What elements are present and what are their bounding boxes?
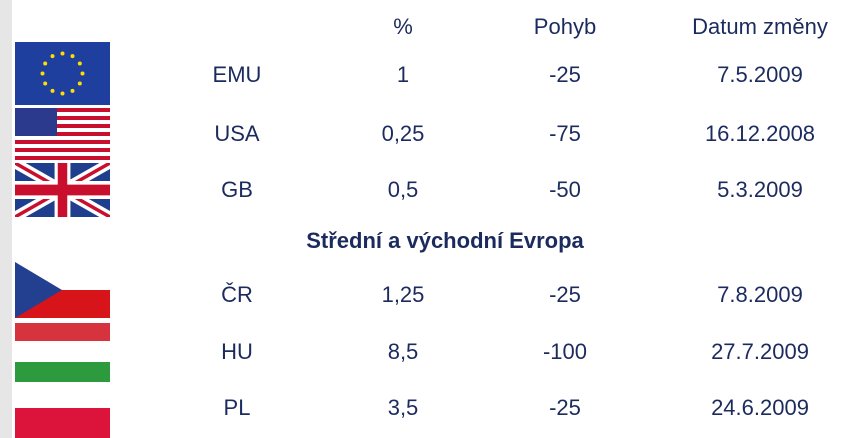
row-name: GB: [221, 177, 253, 202]
flag-gb: [15, 163, 110, 217]
flag-cz-triangle: [15, 262, 62, 318]
rate: 0,25: [382, 121, 425, 146]
flag-gb-art: [15, 163, 110, 217]
row-name: PL: [224, 395, 251, 420]
flag-eu-star: [50, 54, 55, 59]
flag-usa-stripe: [15, 132, 110, 136]
change: -25: [549, 282, 581, 307]
flag-pl: [15, 386, 110, 438]
flag-eu-star: [50, 88, 55, 93]
date: 24.6.2009: [711, 395, 809, 420]
flag-usa-stripe: [15, 156, 110, 160]
row-name: USA: [214, 121, 260, 146]
flag-hu: [15, 323, 110, 382]
row-name: ČR: [221, 282, 253, 307]
flag-hu-red: [15, 323, 110, 341]
rate: 1: [397, 62, 409, 87]
change: -100: [543, 339, 587, 364]
section-title: Střední a východní Evropa: [306, 228, 584, 253]
column-header: Datum změny: [692, 14, 828, 39]
flag-eu: [15, 42, 110, 105]
change: -25: [549, 62, 581, 87]
row-name: EMU: [213, 62, 262, 87]
flag-pl-red: [15, 408, 110, 438]
flag-eu-star: [70, 88, 75, 93]
flag-usa-stripe: [15, 148, 110, 152]
date: 27.7.2009: [711, 339, 809, 364]
flag-usa-stripe: [15, 116, 110, 120]
flag-pl-white: [15, 386, 110, 408]
flag-eu-star: [43, 61, 48, 66]
column-header: Pohyb: [534, 14, 596, 39]
flag-hu-white: [15, 341, 110, 362]
change: -75: [549, 121, 581, 146]
column-header: %: [393, 14, 413, 39]
row-name: HU: [221, 339, 253, 364]
flag-eu-star: [43, 81, 48, 86]
flag-eu-star: [60, 91, 65, 96]
rate: 0,5: [388, 177, 419, 202]
rate: 3,5: [388, 395, 419, 420]
date: 5.3.2009: [717, 177, 803, 202]
flag-eu-star: [77, 61, 82, 66]
flag-gb-cross-red: [15, 163, 110, 217]
flag-eu-star: [40, 71, 45, 76]
date: 7.5.2009: [717, 62, 803, 87]
flag-usa-canton: [15, 108, 57, 136]
side-strip: [0, 0, 12, 438]
rate: 8,5: [388, 339, 419, 364]
flag-eu-field: [15, 42, 110, 105]
change: -50: [549, 177, 581, 202]
flag-eu-star: [77, 81, 82, 86]
flag-usa-stripe: [15, 108, 110, 112]
flag-cz: [15, 262, 110, 318]
flag-eu-star: [60, 51, 65, 56]
flag-usa: [15, 108, 110, 160]
flag-eu-star: [80, 71, 85, 76]
date: 16.12.2008: [705, 121, 815, 146]
flag-eu-star: [70, 54, 75, 59]
flag-usa-stripe: [15, 124, 110, 128]
date: 7.8.2009: [717, 282, 803, 307]
flag-hu-green: [15, 362, 110, 382]
flag-usa-stripe: [15, 140, 110, 144]
rate: 1,25: [382, 282, 425, 307]
change: -25: [549, 395, 581, 420]
